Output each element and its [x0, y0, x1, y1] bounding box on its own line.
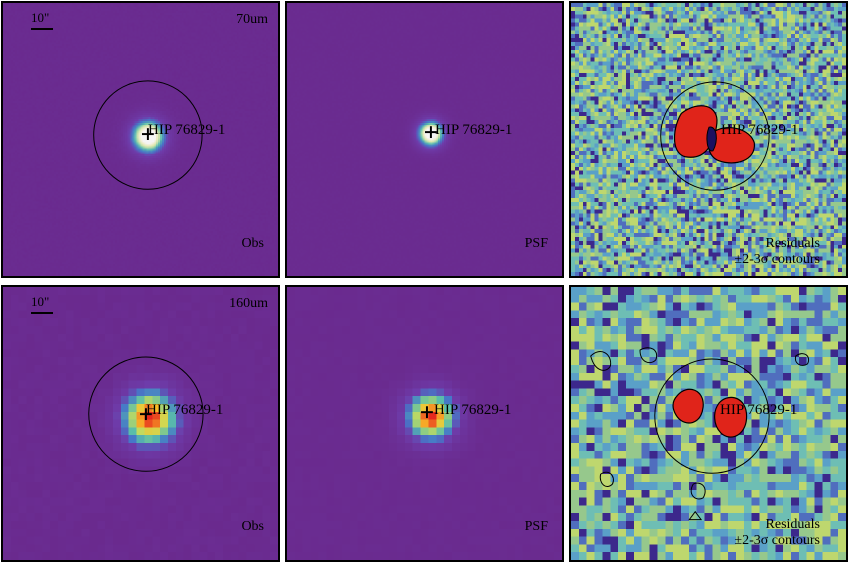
panel-psf-70um: HIP 76829-1 PSF — [285, 1, 564, 278]
aperture-circle — [93, 80, 203, 190]
contour — [639, 347, 658, 364]
panel-psf-160um: HIP 76829-1 PSF — [285, 285, 564, 562]
scale-label: 10" — [31, 294, 50, 309]
residuals-label: Residuals — [765, 236, 820, 251]
overlay-residual-70um — [660, 81, 770, 191]
image-psf-160um — [287, 287, 562, 560]
image-obs-160um — [3, 287, 278, 560]
target-label: HIP 76829-1 — [434, 402, 512, 418]
residuals-label: Residuals — [765, 517, 820, 532]
wavelength-label: 70um — [236, 12, 268, 27]
target-label: HIP 76829-1 — [435, 122, 513, 138]
overlay-psf-160um — [421, 406, 433, 419]
aperture-circle — [88, 356, 204, 472]
target-label: HIP 76829-1 — [720, 402, 798, 418]
star-marker — [424, 126, 437, 139]
star-marker — [421, 406, 433, 419]
overlay-residual-160um — [590, 347, 809, 521]
residual-caption: Residuals ±2-3σ contours — [734, 517, 820, 549]
image-residual-160um — [571, 287, 846, 560]
image-obs-70um — [3, 3, 278, 276]
contour — [590, 351, 612, 371]
contour — [794, 353, 809, 366]
residual-blob — [714, 396, 748, 438]
psf-label: PSF — [524, 236, 548, 251]
residual-caption: Residuals ±2-3σ contours — [734, 236, 820, 268]
obs-label: Obs — [241, 236, 264, 251]
wavelength-label: 160um — [229, 296, 268, 311]
target-label: HIP 76829-1 — [146, 402, 224, 418]
contour — [690, 482, 706, 500]
panel-residual-160um: HIP 76829-1 Residuals ±2-3σ contours — [569, 285, 848, 562]
residual-blob — [672, 388, 704, 424]
overlay-obs-160um — [88, 356, 204, 472]
obs-label: Obs — [241, 519, 264, 534]
negative-residual — [706, 126, 717, 152]
contour — [599, 471, 614, 487]
target-label: HIP 76829-1 — [721, 122, 799, 138]
star-marker — [140, 408, 152, 421]
contours-label: ±2-3σ contours — [734, 533, 820, 548]
panel-residual-70um: HIP 76829-1 Residuals ±2-3σ contours — [569, 1, 848, 278]
target-label: HIP 76829-1 — [148, 122, 226, 138]
contour — [688, 510, 703, 521]
star-marker — [141, 128, 154, 140]
scale-bar — [31, 28, 53, 30]
contours-label: ±2-3σ contours — [734, 252, 820, 267]
psf-label: PSF — [524, 519, 548, 534]
aperture-circle — [660, 81, 770, 191]
panel-obs-160um: 10" 160um HIP 76829-1 Obs — [1, 285, 280, 562]
overlay-psf-70um — [424, 126, 437, 139]
scale-bar — [31, 312, 53, 314]
image-psf-70um — [287, 3, 562, 276]
overlay-obs-70um — [93, 80, 203, 190]
scale-label: 10" — [31, 10, 50, 25]
panel-obs-70um: 10" 70um HIP 76829-1 Obs — [1, 1, 280, 278]
aperture-circle — [654, 358, 770, 474]
